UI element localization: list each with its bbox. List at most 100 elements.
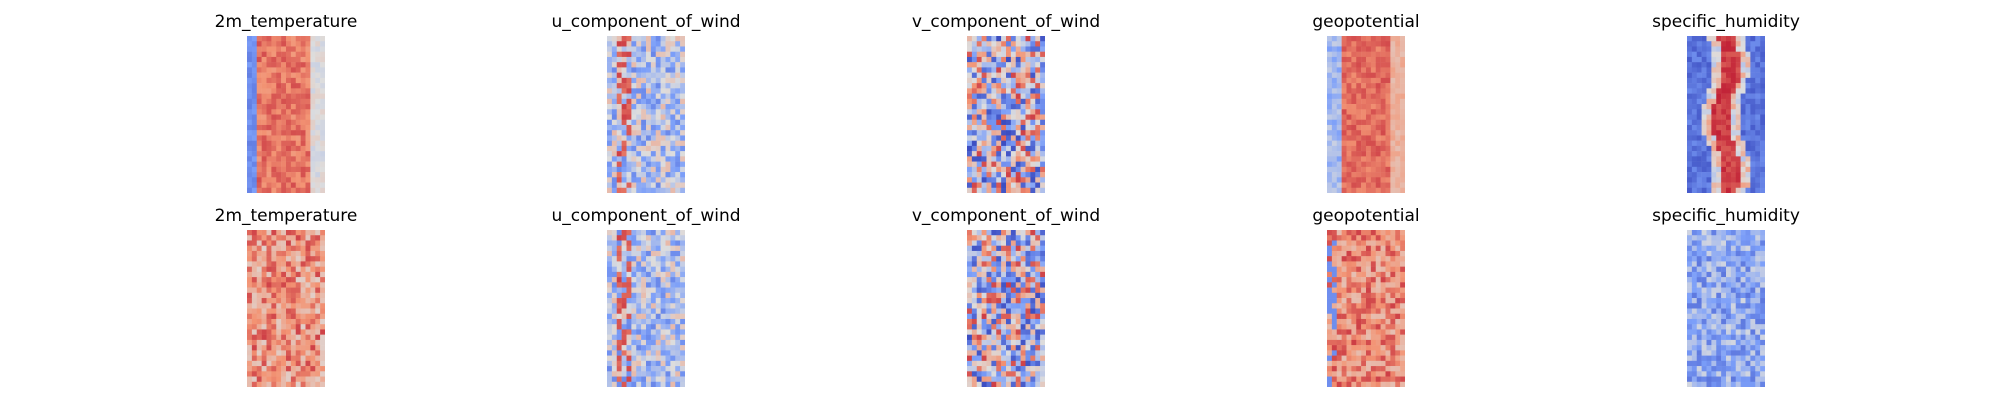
heatmap-cell [1370, 381, 1376, 387]
heatmap-cell [1687, 62, 1693, 68]
heatmap-cell [1687, 240, 1693, 246]
heatmap-cell [1750, 376, 1756, 383]
heatmap-cell [986, 145, 992, 152]
heatmap-cell [1370, 230, 1376, 236]
heatmap-cell [986, 124, 992, 131]
heatmap-cell [655, 376, 661, 383]
heatmap-cell [1750, 303, 1756, 309]
heatmap-cell [646, 51, 652, 58]
heatmap-cell [1025, 151, 1031, 157]
heatmap-cell [1327, 62, 1333, 68]
heatmap-cell [320, 72, 325, 79]
heatmap-cell [991, 156, 997, 162]
heatmap-cell [1726, 313, 1732, 320]
heatmap-cell [1361, 77, 1367, 84]
heatmap-cell [271, 145, 277, 152]
heatmap-cell [1390, 250, 1396, 257]
heatmap-cell [660, 339, 666, 346]
heatmap-cell [315, 130, 321, 136]
heatmap-cell [967, 303, 973, 309]
heatmap-cell [271, 83, 277, 89]
heatmap-cell [286, 318, 292, 325]
heatmap-cell [1346, 245, 1352, 252]
heatmap-cell [655, 119, 661, 126]
heatmap-cell [616, 156, 622, 162]
heatmap-cell [1696, 51, 1702, 58]
heatmap-cell [650, 261, 656, 267]
heatmap-cell [1030, 56, 1036, 63]
heatmap-cell [1721, 282, 1727, 288]
heatmap-cell [1726, 355, 1732, 362]
heatmap-cell [1390, 287, 1396, 294]
heatmap-cell [1716, 350, 1722, 356]
heatmap-cell [1327, 72, 1333, 79]
heatmap-cell [670, 124, 676, 131]
heatmap-cell [1750, 124, 1756, 131]
heatmap-cell [261, 303, 267, 309]
heatmap-cell [271, 339, 277, 346]
heatmap-cell [1687, 182, 1693, 189]
heatmap-cell [1740, 145, 1746, 152]
heatmap-cell [1730, 93, 1736, 100]
heatmap-cell [1395, 298, 1401, 304]
heatmap-cell [1706, 93, 1712, 100]
heatmap-cell [276, 298, 282, 304]
heatmap-cell [320, 119, 325, 126]
heatmap-cell [1361, 62, 1367, 68]
heatmap-cell [1740, 56, 1746, 63]
heatmap-cell [1370, 140, 1376, 147]
heatmap-cell [1735, 161, 1741, 168]
heatmap-cell [1341, 339, 1347, 346]
heatmap-cell [271, 172, 277, 178]
heatmap-cell [1740, 83, 1746, 89]
heatmap-cell [290, 355, 296, 362]
heatmap-cell [611, 83, 617, 89]
heatmap-cell [670, 114, 676, 120]
heatmap-cell [1701, 41, 1707, 47]
heatmap-cell [1370, 339, 1376, 346]
heatmap-cell [1361, 41, 1367, 47]
heatmap-cell [1385, 135, 1391, 141]
heatmap-cell [247, 46, 253, 52]
heatmap-cell [1001, 124, 1007, 131]
heatmap-cell [1361, 366, 1367, 372]
heatmap-cell [1687, 235, 1693, 241]
heatmap-cell [305, 145, 311, 152]
heatmap-cell [1356, 93, 1362, 100]
heatmap-cell [1760, 140, 1765, 147]
heatmap-cell [680, 187, 685, 193]
heatmap-cell [967, 235, 973, 241]
heatmap-cell [971, 177, 977, 183]
heatmap-cell [1395, 182, 1401, 189]
heatmap-cell [1390, 350, 1396, 356]
heatmap-cell [636, 256, 642, 262]
heatmap-cell [300, 360, 306, 367]
heatmap-cell [286, 88, 292, 94]
heatmap-cell [1691, 339, 1697, 346]
heatmap-cell [991, 355, 997, 362]
heatmap-cell [1755, 156, 1761, 162]
heatmap-cell [1015, 240, 1021, 246]
heatmap-cell [1020, 72, 1026, 79]
heatmap-cell [251, 287, 257, 294]
heatmap-cell [967, 245, 973, 252]
heatmap-cell [310, 88, 316, 94]
heatmap-cell [276, 303, 282, 309]
heatmap-cell [636, 287, 642, 294]
heatmap-cell [1030, 355, 1036, 362]
heatmap-cell [290, 156, 296, 162]
heatmap-cell [675, 182, 681, 189]
heatmap-cell [1015, 72, 1021, 79]
heatmap-cell [650, 366, 656, 372]
heatmap-cell [680, 277, 685, 283]
heatmap-cell [655, 130, 661, 136]
heatmap-cell [1001, 381, 1007, 387]
heatmap-cell [976, 140, 982, 147]
heatmap-cell [1740, 366, 1746, 372]
heatmap-cell [286, 381, 292, 387]
heatmap-cell [1721, 151, 1727, 157]
heatmap-cell [981, 177, 987, 183]
heatmap-cell [655, 72, 661, 79]
heatmap-cell [305, 245, 311, 252]
heatmap-cell [655, 308, 661, 314]
